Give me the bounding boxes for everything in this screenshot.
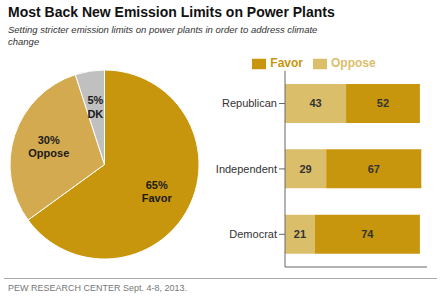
html-text:Most Back New Emission Limits: Most Back New Emission Limits on Power P… [8, 4, 335, 20]
html-text:Setting stricter emission limi: Setting stricter emission limits on powe… [8, 24, 318, 47]
svg-text:Democrat: Democrat [229, 228, 277, 240]
svg-text:43: 43 [309, 97, 321, 109]
svg-text:30%Oppose: 30%Oppose [28, 134, 69, 159]
svg-text:74: 74 [361, 228, 374, 240]
html-text:Oppose: Oppose [331, 56, 376, 70]
svg-text:Republican: Republican [222, 97, 277, 109]
svg-text:67: 67 [368, 163, 380, 175]
svg-text:Independent: Independent [216, 163, 277, 175]
svg-text:29: 29 [299, 163, 311, 175]
svg-text:65%Favor: 65%Favor [142, 179, 173, 204]
svg-text:5%DK: 5%DK [87, 94, 103, 119]
html-text:Favor: Favor [270, 56, 303, 70]
html-text:PEW RESEARCH CENTER Sept. 4-8,: PEW RESEARCH CENTER Sept. 4-8, 2013. [8, 283, 188, 293]
svg-text:52: 52 [377, 97, 389, 109]
svg-text:21: 21 [294, 228, 306, 240]
